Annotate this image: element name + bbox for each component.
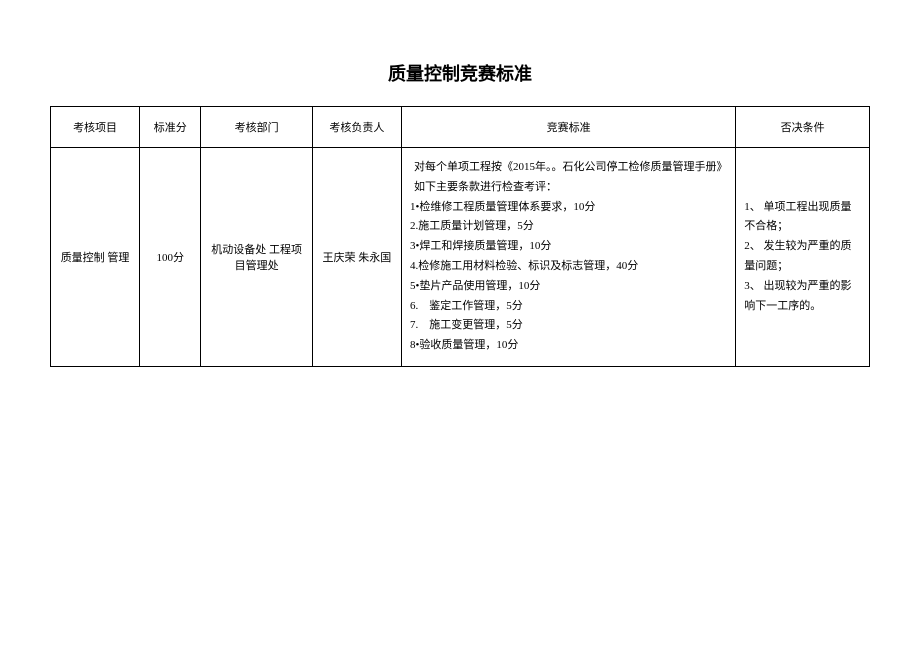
- standards-table: 考核项目 标准分 考核部门 考核负责人 竞赛标准 否决条件 质量控制 管理 10…: [50, 106, 870, 367]
- header-score: 标准分: [140, 107, 201, 148]
- cell-person: 王庆荣 朱永国: [312, 148, 401, 367]
- header-dept: 考核部门: [201, 107, 312, 148]
- standard-line: 8•验收质量管理，10分: [410, 336, 727, 356]
- cell-standard: 对每个单项工程按《2015年。。石化公司停工检修质量管理手册》如下主要条款进行检…: [401, 148, 735, 367]
- page-title: 质量控制竞赛标准: [50, 60, 870, 86]
- veto-line: 3、 出现较为严重的影 响下一工序的。: [744, 277, 861, 317]
- cell-dept: 机动设备处 工程项目管理处: [201, 148, 312, 367]
- standard-line: 对每个单项工程按《2015年。。石化公司停工检修质量管理手册》如下主要条款进行检…: [410, 158, 727, 198]
- header-item: 考核项目: [51, 107, 140, 148]
- cell-item: 质量控制 管理: [51, 148, 140, 367]
- standard-line: 3•焊工和焊接质量管理，10分: [410, 237, 727, 257]
- header-person: 考核负责人: [312, 107, 401, 148]
- header-standard: 竞赛标准: [401, 107, 735, 148]
- table-header-row: 考核项目 标准分 考核部门 考核负责人 竞赛标准 否决条件: [51, 107, 870, 148]
- veto-line: 1、 单项工程出现质量 不合格；: [744, 198, 861, 238]
- standard-line: 1•检维修工程质量管理体系要求，10分: [410, 198, 727, 218]
- veto-line: 2、 发生较为严重的质 量问题；: [744, 237, 861, 277]
- cell-score: 100分: [140, 148, 201, 367]
- header-veto: 否决条件: [736, 107, 870, 148]
- standard-line: 7. 施工变更管理，5分: [410, 316, 727, 336]
- standard-line: 4.检修施工用材料检验、标识及标志管理，40分: [410, 257, 727, 277]
- standard-line: 6. 鉴定工作管理，5分: [410, 297, 727, 317]
- table-row: 质量控制 管理 100分 机动设备处 工程项目管理处 王庆荣 朱永国 对每个单项…: [51, 148, 870, 367]
- cell-veto: 1、 单项工程出现质量 不合格； 2、 发生较为严重的质 量问题； 3、 出现较…: [736, 148, 870, 367]
- standard-line: 2.施工质量计划管理，5分: [410, 217, 727, 237]
- standard-line: 5•垫片产品使用管理，10分: [410, 277, 727, 297]
